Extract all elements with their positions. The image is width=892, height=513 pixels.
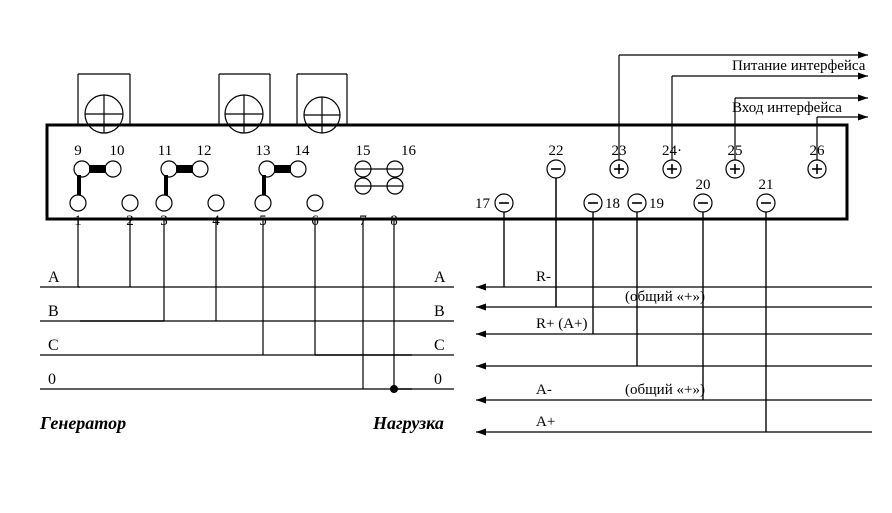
svg-text:R-: R- xyxy=(536,269,551,285)
svg-text:11: 11 xyxy=(158,143,172,159)
svg-text:17: 17 xyxy=(475,196,491,212)
svg-text:B: B xyxy=(48,303,59,320)
svg-text:9: 9 xyxy=(74,143,82,159)
svg-text:C: C xyxy=(434,337,445,354)
svg-text:20: 20 xyxy=(696,177,711,193)
svg-text:B: B xyxy=(434,303,445,320)
svg-text:Вход интерфейса: Вход интерфейса xyxy=(732,100,842,116)
label-generator: Генератор xyxy=(39,413,126,433)
svg-text:R+ (A+): R+ (A+) xyxy=(536,316,588,332)
svg-text:(общий «+»): (общий «+») xyxy=(625,382,705,398)
svg-text:C: C xyxy=(48,337,59,354)
svg-text:13: 13 xyxy=(256,143,271,159)
svg-text:A-: A- xyxy=(536,382,552,398)
svg-text:22: 22 xyxy=(549,143,564,159)
svg-text:21: 21 xyxy=(759,177,774,193)
label-load: Нагрузка xyxy=(372,413,444,433)
svg-text:Питание интерфейса: Питание интерфейса xyxy=(732,58,866,74)
svg-text:A: A xyxy=(434,269,446,286)
wiring-diagram: 910121112341314561516781718192021222324·… xyxy=(0,0,892,513)
svg-text:18: 18 xyxy=(605,196,620,212)
svg-text:A: A xyxy=(48,269,60,286)
svg-text:19: 19 xyxy=(649,196,664,212)
svg-text:10: 10 xyxy=(110,143,125,159)
svg-text:12: 12 xyxy=(197,143,212,159)
svg-text:0: 0 xyxy=(434,371,442,388)
svg-text:15: 15 xyxy=(356,143,371,159)
svg-text:16: 16 xyxy=(401,143,417,159)
svg-text:0: 0 xyxy=(48,371,56,388)
svg-text:A+: A+ xyxy=(536,414,555,430)
svg-text:14: 14 xyxy=(295,143,311,159)
